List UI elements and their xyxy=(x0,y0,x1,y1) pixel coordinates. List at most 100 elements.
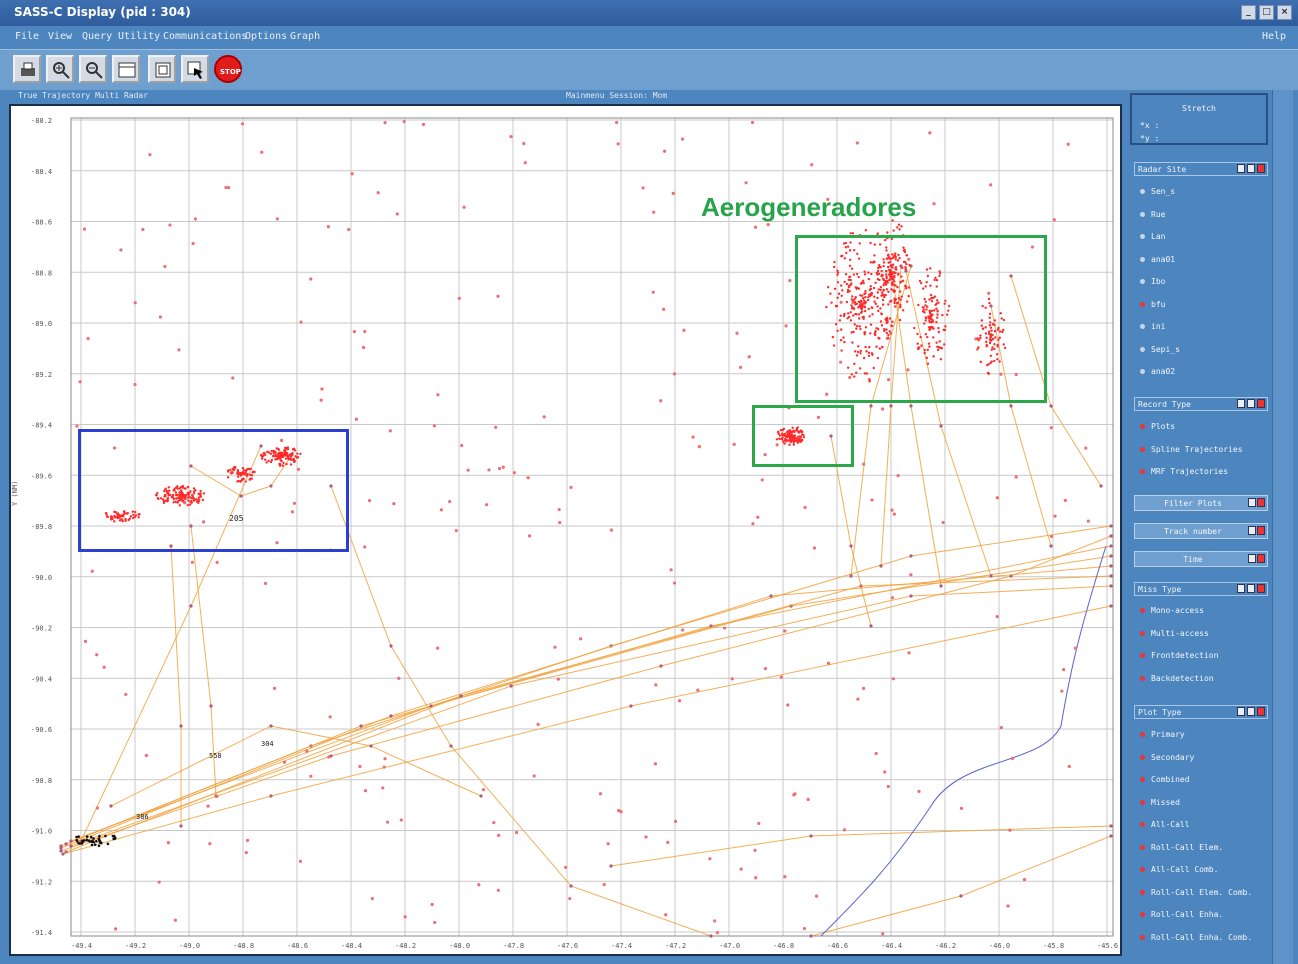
radar-site-option[interactable]: ana01 xyxy=(1140,255,1175,269)
unchecked-icon[interactable] xyxy=(1140,189,1145,194)
color-icon[interactable] xyxy=(1257,584,1265,593)
checked-icon[interactable] xyxy=(1140,608,1145,613)
panel-icon[interactable] xyxy=(1247,584,1255,593)
menu-graph[interactable]: Graph xyxy=(290,31,321,42)
minimize-icon[interactable]: _ xyxy=(1241,5,1256,20)
checked-icon[interactable] xyxy=(1140,469,1145,474)
plot-type-option[interactable]: Roll-Call Elem. Comb. xyxy=(1140,888,1252,902)
panel-icon[interactable] xyxy=(1248,526,1256,535)
checked-icon[interactable] xyxy=(1140,675,1145,681)
color-icon[interactable] xyxy=(1257,498,1265,507)
trajectory-plot[interactable]: -49.4 -49.2 -49.0 -48.8 -48.6 -48.4 -48.2 -48.0… xyxy=(11,106,1120,954)
filter-button[interactable]: Time xyxy=(1134,551,1268,567)
frame-icon[interactable] xyxy=(148,55,176,83)
plot-type-option[interactable]: Roll-Call Enha. Comb. xyxy=(1140,933,1252,947)
checked-icon[interactable] xyxy=(1140,822,1145,827)
checked-icon[interactable] xyxy=(1140,912,1145,917)
filter-button[interactable]: Track number xyxy=(1134,523,1268,539)
radar-plot-point xyxy=(352,330,356,334)
plot-type-option[interactable]: Missed xyxy=(1140,798,1180,812)
menu-options[interactable]: Options xyxy=(245,31,288,42)
radar-plot-point xyxy=(691,435,695,439)
checked-icon[interactable] xyxy=(1140,889,1145,895)
miss-type-option[interactable]: Frontdetection xyxy=(1140,651,1218,665)
plot-type-option[interactable]: Secondary xyxy=(1140,753,1194,767)
record-type-option[interactable]: Spline Trajectories xyxy=(1140,445,1243,459)
pointer-icon[interactable] xyxy=(181,55,209,83)
filter-button[interactable]: Filter Plots xyxy=(1134,495,1268,511)
unchecked-icon[interactable] xyxy=(1140,346,1145,352)
pointer-icon[interactable] xyxy=(1237,164,1245,173)
plot-type-option[interactable]: Roll-Call Enha. xyxy=(1140,910,1223,924)
panel-icon[interactable] xyxy=(1248,498,1256,507)
radar-site-option[interactable]: ini xyxy=(1140,322,1165,336)
menu-communications[interactable]: Communications xyxy=(163,31,248,42)
miss-type-option[interactable]: Mono-access xyxy=(1140,606,1204,620)
plot-type-option[interactable]: Primary xyxy=(1140,730,1185,744)
checked-icon[interactable] xyxy=(1140,867,1145,872)
unchecked-icon[interactable] xyxy=(1140,324,1145,329)
color-icon[interactable] xyxy=(1257,707,1265,716)
x-tick-label: -46.4 xyxy=(881,942,902,950)
radar-plot-point xyxy=(842,828,847,832)
unchecked-icon[interactable] xyxy=(1140,279,1145,284)
panel-icon[interactable] xyxy=(1247,164,1255,173)
panel-icon[interactable] xyxy=(1247,399,1255,408)
plot-type-option[interactable]: Roll-Call Elem. xyxy=(1140,843,1223,857)
pointer-icon[interactable] xyxy=(1237,584,1245,593)
radar-site-option[interactable]: Lan xyxy=(1140,232,1165,246)
checked-icon[interactable] xyxy=(1140,630,1145,636)
checked-icon[interactable] xyxy=(1140,301,1145,307)
panel-icon[interactable] xyxy=(1248,554,1256,563)
radar-site-option[interactable]: Sepi_s xyxy=(1140,345,1180,359)
stop-icon[interactable]: STOP xyxy=(214,55,242,83)
print-icon[interactable] xyxy=(13,55,41,83)
checked-icon[interactable] xyxy=(1140,446,1145,452)
menu-help[interactable]: Help xyxy=(1262,31,1287,42)
color-icon[interactable] xyxy=(1257,526,1265,535)
zoom-out-icon[interactable] xyxy=(79,55,107,83)
record-type-option[interactable]: Plots xyxy=(1140,422,1175,436)
checked-icon[interactable] xyxy=(1140,777,1145,782)
menu-utility[interactable]: Utility xyxy=(118,31,161,42)
unchecked-icon[interactable] xyxy=(1140,211,1145,217)
miss-type-option[interactable]: Backdetection xyxy=(1140,674,1214,688)
select-icon[interactable] xyxy=(112,55,140,83)
cluster-point xyxy=(891,266,894,269)
menu-view[interactable]: View xyxy=(48,31,73,42)
unchecked-icon[interactable] xyxy=(1140,256,1145,262)
radar-site-option[interactable]: Sen_s xyxy=(1140,187,1175,201)
sidebar-scrollbar[interactable] xyxy=(1272,90,1293,964)
plot-type-option[interactable]: All-Call xyxy=(1140,820,1190,834)
checked-icon[interactable] xyxy=(1140,754,1145,760)
trajectory-point xyxy=(709,934,713,938)
color-icon[interactable] xyxy=(1257,164,1265,173)
zoom-in-icon[interactable] xyxy=(46,55,74,83)
radar-site-option[interactable]: bfu xyxy=(1140,300,1165,314)
close-icon[interactable]: × xyxy=(1277,5,1292,20)
checked-icon[interactable] xyxy=(1140,424,1145,429)
checked-icon[interactable] xyxy=(1140,934,1145,940)
unchecked-icon[interactable] xyxy=(1140,369,1145,374)
plot-panel[interactable]: -49.4 -49.2 -49.0 -48.8 -48.6 -48.4 -48.2 -48.0… xyxy=(9,104,1122,956)
checked-icon[interactable] xyxy=(1140,653,1145,658)
radar-site-option[interactable]: Ibo xyxy=(1140,277,1165,291)
unchecked-icon[interactable] xyxy=(1140,234,1145,239)
plot-type-option[interactable]: All-Call Comb. xyxy=(1140,865,1218,879)
plot-type-option[interactable]: Combined xyxy=(1140,775,1190,789)
checked-icon[interactable] xyxy=(1140,732,1145,737)
radar-site-option[interactable]: Rue xyxy=(1140,210,1165,224)
miss-type-option[interactable]: Multi-access xyxy=(1140,629,1209,643)
pointer-icon[interactable] xyxy=(1237,399,1245,408)
color-icon[interactable] xyxy=(1257,554,1265,563)
checked-icon[interactable] xyxy=(1140,799,1145,805)
pointer-icon[interactable] xyxy=(1237,707,1245,716)
radar-site-option[interactable]: ana02 xyxy=(1140,367,1175,381)
menu-file[interactable]: File xyxy=(15,31,40,42)
panel-icon[interactable] xyxy=(1247,707,1255,716)
record-type-option[interactable]: MRF Trajectories xyxy=(1140,467,1228,481)
menu-query[interactable]: Query xyxy=(82,31,113,42)
maximize-icon[interactable]: □ xyxy=(1259,5,1274,20)
checked-icon[interactable] xyxy=(1140,844,1145,850)
color-icon[interactable] xyxy=(1257,399,1265,408)
